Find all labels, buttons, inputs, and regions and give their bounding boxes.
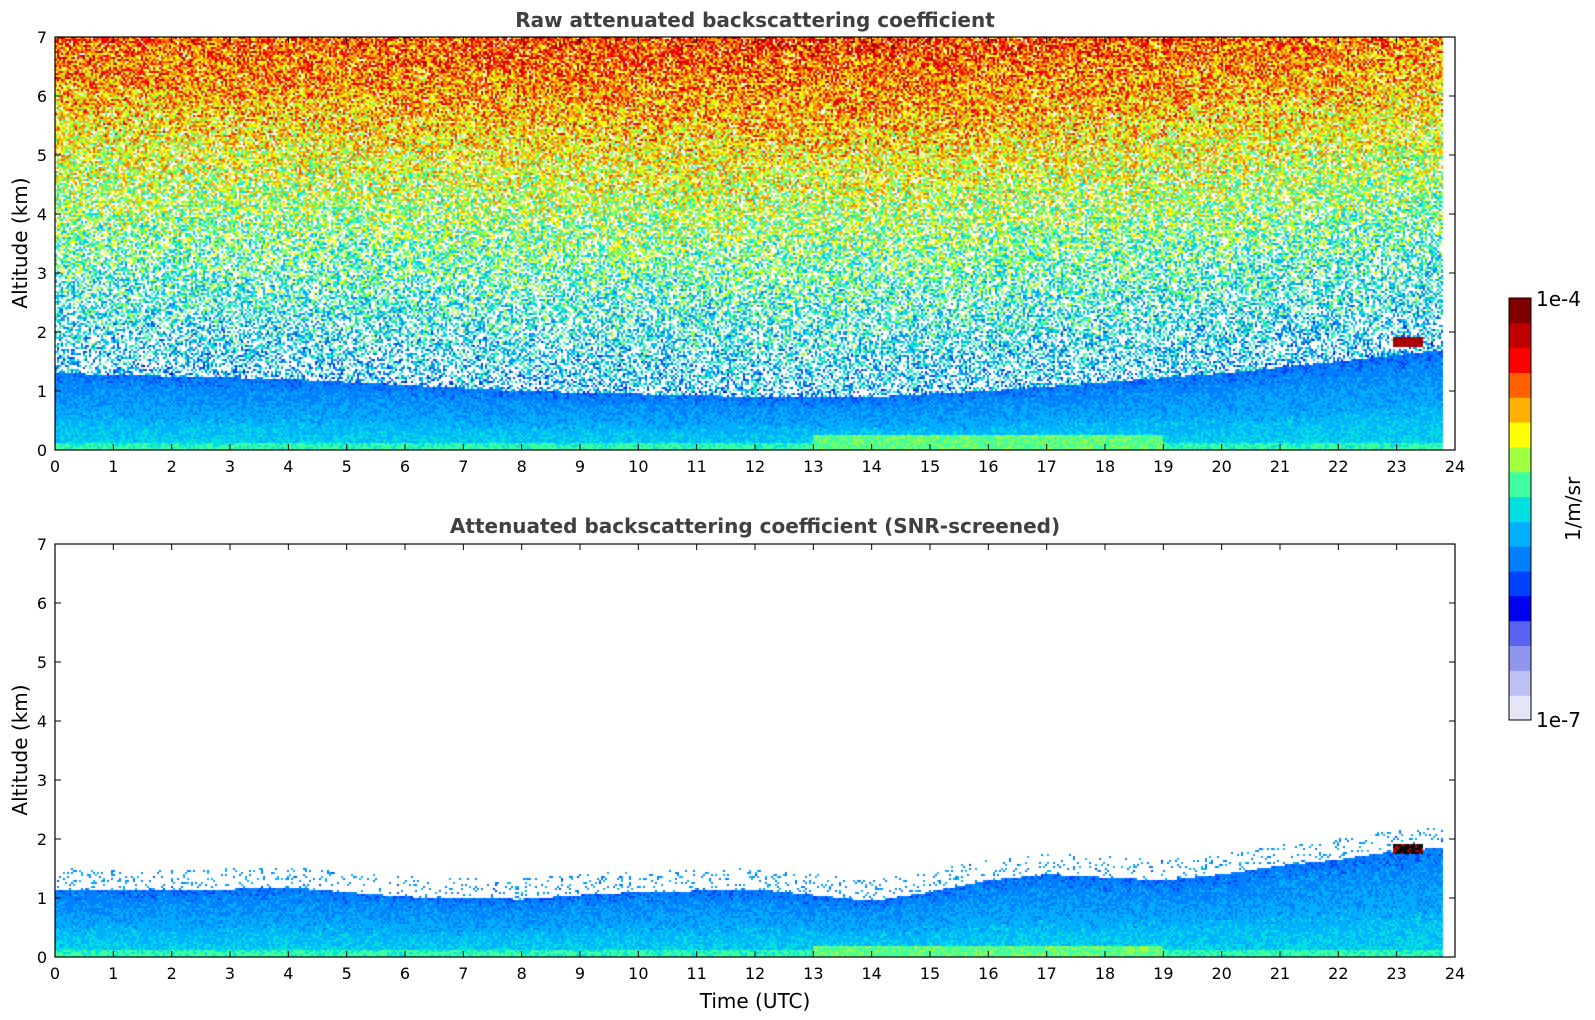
x-tick-label: 19 xyxy=(1153,457,1173,476)
colorbar-max-label: 1e-4 xyxy=(1536,287,1581,311)
colorbar-step xyxy=(1509,620,1531,647)
bottom-panel-title: Attenuated backscattering coefficient (S… xyxy=(450,514,1060,538)
y-tick-label: 5 xyxy=(37,146,47,165)
x-tick-label: 9 xyxy=(575,964,585,983)
x-tick-label: 20 xyxy=(1211,964,1231,983)
colorbar-step xyxy=(1509,496,1531,522)
y-tick-label: 1 xyxy=(37,382,47,401)
x-tick-label: 8 xyxy=(517,964,527,983)
top-heatmap-area xyxy=(55,37,1455,450)
y-tick-label: 5 xyxy=(37,653,47,672)
x-tick-label: 24 xyxy=(1445,964,1465,983)
x-tick-label: 22 xyxy=(1328,457,1348,476)
colorbar-step xyxy=(1509,571,1531,597)
x-tick-label: 12 xyxy=(745,457,765,476)
x-tick-label: 2 xyxy=(167,457,177,476)
x-tick-label: 7 xyxy=(458,457,468,476)
colorbar-step xyxy=(1509,372,1531,398)
x-tick-label: 16 xyxy=(978,964,998,983)
bottom-ylabel: Altitude (km) xyxy=(8,684,32,815)
x-tick-label: 9 xyxy=(575,457,585,476)
x-tick-label: 4 xyxy=(283,457,293,476)
x-tick-label: 1 xyxy=(108,964,118,983)
y-tick-label: 6 xyxy=(37,87,47,106)
top-panel: Raw attenuated backscattering coefficien… xyxy=(8,8,1465,476)
x-tick-label: 15 xyxy=(920,964,940,983)
x-tick-label: 3 xyxy=(225,964,235,983)
x-tick-label: 23 xyxy=(1386,964,1406,983)
y-tick-label: 6 xyxy=(37,594,47,613)
bottom-heatmap-area xyxy=(55,544,1455,957)
x-tick-label: 0 xyxy=(50,457,60,476)
x-tick-label: 2 xyxy=(167,964,177,983)
y-tick-label: 0 xyxy=(37,441,47,460)
x-tick-label: 17 xyxy=(1036,964,1056,983)
colorbar-step xyxy=(1509,298,1531,324)
y-tick-label: 4 xyxy=(37,205,47,224)
top-ylabel: Altitude (km) xyxy=(8,177,32,308)
colorbar-step xyxy=(1509,521,1531,547)
x-tick-label: 5 xyxy=(342,964,352,983)
x-tick-label: 1 xyxy=(108,457,118,476)
colorbar-label: 1/m/sr xyxy=(1561,476,1585,541)
colorbar-step xyxy=(1509,347,1531,373)
y-tick-label: 2 xyxy=(37,323,47,342)
y-tick-label: 3 xyxy=(37,771,47,790)
colorbar-step xyxy=(1509,422,1531,448)
colorbar-step xyxy=(1509,397,1531,423)
x-tick-label: 15 xyxy=(920,457,940,476)
colorbar-min-label: 1e-7 xyxy=(1536,708,1581,732)
x-tick-label: 18 xyxy=(1095,964,1115,983)
colorbar-frame xyxy=(1508,297,1532,721)
x-tick-label: 13 xyxy=(803,964,823,983)
y-tick-label: 1 xyxy=(37,889,47,908)
x-tick-label: 19 xyxy=(1153,964,1173,983)
colorbar-step xyxy=(1509,670,1531,696)
x-tick-label: 24 xyxy=(1445,457,1465,476)
colorbar-step xyxy=(1509,595,1531,622)
x-tick-label: 21 xyxy=(1270,457,1290,476)
x-tick-label: 6 xyxy=(400,964,410,983)
colorbar-step xyxy=(1509,695,1531,721)
x-tick-label: 21 xyxy=(1270,964,1290,983)
x-tick-label: 7 xyxy=(458,964,468,983)
x-tick-label: 13 xyxy=(803,457,823,476)
colorbar-step xyxy=(1509,446,1531,473)
x-tick-label: 11 xyxy=(686,457,706,476)
x-tick-label: 5 xyxy=(342,457,352,476)
colorbar-step xyxy=(1509,645,1531,671)
x-tick-label: 3 xyxy=(225,457,235,476)
y-tick-label: 7 xyxy=(37,535,47,554)
x-tick-label: 11 xyxy=(686,964,706,983)
y-tick-label: 0 xyxy=(37,948,47,967)
x-tick-label: 10 xyxy=(628,457,648,476)
y-tick-label: 3 xyxy=(37,264,47,283)
x-tick-label: 14 xyxy=(861,964,881,983)
x-tick-label: 14 xyxy=(861,457,881,476)
x-tick-label: 8 xyxy=(517,457,527,476)
colorbar-step xyxy=(1509,471,1531,498)
x-tick-label: 22 xyxy=(1328,964,1348,983)
bottom-xlabel: Time (UTC) xyxy=(699,989,811,1013)
x-tick-label: 23 xyxy=(1386,457,1406,476)
top-panel-title: Raw attenuated backscattering coefficien… xyxy=(515,8,995,32)
colorbar-step xyxy=(1509,322,1531,349)
colorbar: 1e-4 1e-7 1/m/sr xyxy=(1508,287,1585,732)
bottom-panel: Attenuated backscattering coefficient (S… xyxy=(8,514,1465,1013)
x-tick-label: 20 xyxy=(1211,457,1231,476)
x-tick-label: 0 xyxy=(50,964,60,983)
y-tick-label: 2 xyxy=(37,830,47,849)
x-tick-label: 10 xyxy=(628,964,648,983)
y-tick-label: 7 xyxy=(37,28,47,47)
colorbar-step xyxy=(1509,546,1531,572)
x-tick-label: 16 xyxy=(978,457,998,476)
x-tick-label: 18 xyxy=(1095,457,1115,476)
x-tick-label: 6 xyxy=(400,457,410,476)
y-tick-label: 4 xyxy=(37,712,47,731)
x-tick-label: 4 xyxy=(283,964,293,983)
x-tick-label: 17 xyxy=(1036,457,1056,476)
x-tick-label: 12 xyxy=(745,964,765,983)
